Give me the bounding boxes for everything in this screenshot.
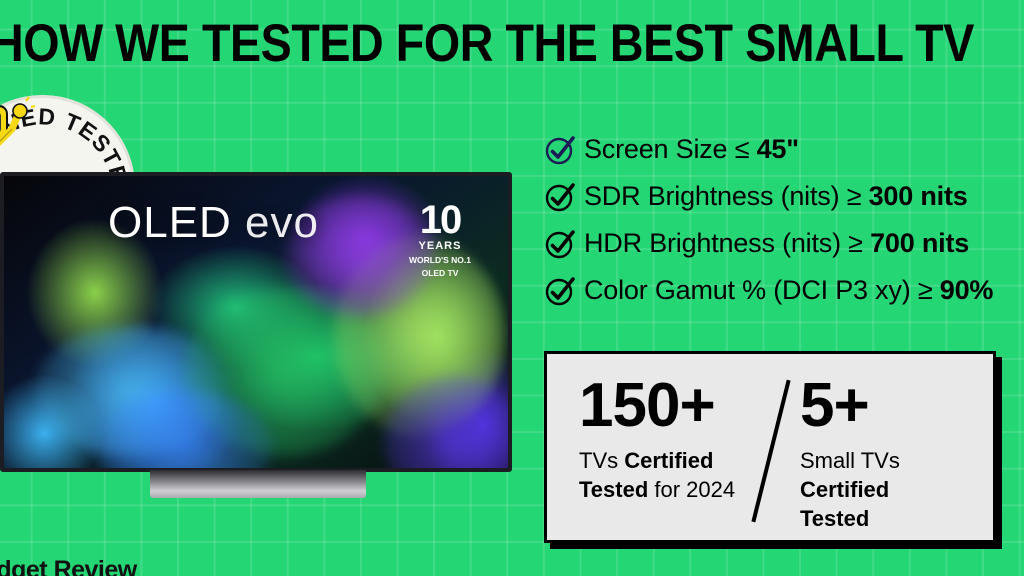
criteria-label: SDR Brightness (nits)	[584, 181, 847, 211]
stats-box: 150+ TVs Certified Tested for 2024 5+ Sm…	[544, 351, 996, 543]
stat-desc-bold-1: Certified	[624, 448, 714, 473]
criteria-item-screen-size: Screen Size ≤ 45"	[544, 126, 1024, 173]
stat-description: TVs Certified Tested for 2024	[579, 446, 772, 504]
criteria-label: HDR Brightness (nits)	[584, 228, 849, 258]
tv-stand	[150, 470, 366, 498]
anniversary-number: 10	[419, 198, 463, 242]
stat-desc-bold-2: Tested	[579, 477, 649, 502]
stat-desc-plain-2: for 2024	[648, 477, 736, 502]
stat-desc-bold-1: Certified	[800, 477, 890, 502]
oled-label: OLED	[108, 198, 232, 247]
criteria-operator: ≥	[917, 275, 940, 305]
criteria-list: Screen Size ≤ 45" SDR Brightness (nits) …	[544, 126, 1024, 314]
stat-desc-bold-2: Tested	[800, 506, 870, 531]
anniversary-years-label: YEARS	[418, 240, 462, 252]
stat-tvs-certified: 150+ TVs Certified Tested for 2024	[547, 354, 772, 540]
criteria-operator: ≥	[846, 181, 869, 211]
page-title: HOW WE TESTED FOR THE BEST SMALL TV	[0, 14, 974, 73]
anniversary-logo: 10 YEARS WORLD'S NO.1 OLED TV	[388, 200, 492, 278]
criteria-value: 700 nits	[870, 228, 970, 258]
stat-desc-plain-1: Small TVs	[800, 448, 900, 473]
stat-number: 150+	[579, 371, 716, 440]
check-circle-icon	[545, 182, 575, 211]
anniversary-subtitle-line1: WORLD'S NO.1	[409, 255, 471, 265]
tv-bezel: OLED evo 10 YEARS WORLD'S NO.1 OLED TV	[0, 172, 512, 472]
criteria-item-sdr-brightness: SDR Brightness (nits) ≥ 300 nits	[544, 173, 1024, 220]
criteria-item-hdr-brightness: HDR Brightness (nits) ≥ 700 nits	[544, 220, 1024, 267]
tv-screen: OLED evo 10 YEARS WORLD'S NO.1 OLED TV	[4, 176, 508, 468]
anniversary-subtitle-line2: OLED TV	[421, 268, 459, 278]
tv-product-image: OLED evo 10 YEARS WORLD'S NO.1 OLED TV	[0, 172, 512, 498]
criteria-text: Color Gamut % (DCI P3 xy) ≥ 90%	[584, 275, 993, 306]
evo-label: evo	[231, 198, 319, 247]
criteria-text: HDR Brightness (nits) ≥ 700 nits	[584, 228, 969, 259]
criteria-text: SDR Brightness (nits) ≥ 300 nits	[584, 181, 968, 212]
check-circle-icon	[545, 276, 575, 305]
stat-number: 5+	[800, 371, 870, 440]
criteria-operator: ≤	[734, 134, 757, 164]
footer-brand: Gadget Review	[0, 556, 137, 576]
stat-small-tvs-certified: 5+ Small TVs Certified Tested	[772, 354, 993, 540]
screen-swirl	[284, 196, 434, 316]
criteria-operator: ≥	[848, 228, 871, 258]
oled-evo-logo: OLED evo	[108, 198, 319, 248]
criteria-value: 90%	[939, 275, 994, 305]
stat-description: Small TVs Certified Tested	[800, 446, 993, 533]
criteria-label: Color Gamut % (DCI P3 xy)	[584, 275, 918, 305]
criteria-value: 45"	[756, 134, 799, 164]
check-circle-icon	[545, 229, 575, 258]
criteria-label: Screen Size	[584, 134, 735, 164]
check-circle-icon	[545, 135, 575, 164]
criteria-value: 300 nits	[868, 181, 968, 211]
stat-desc-plain-1: TVs	[579, 448, 625, 473]
criteria-text: Screen Size ≤ 45"	[584, 134, 799, 165]
criteria-item-color-gamut: Color Gamut % (DCI P3 xy) ≥ 90%	[544, 267, 1024, 314]
